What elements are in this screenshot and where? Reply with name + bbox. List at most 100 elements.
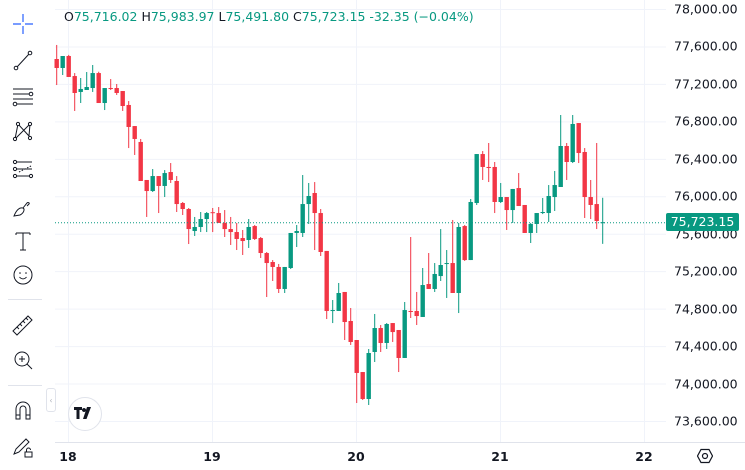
candle (588, 179, 593, 220)
settings-icon[interactable] (697, 448, 713, 464)
candle (102, 88, 107, 111)
candle-body (396, 329, 401, 358)
text-tool[interactable] (9, 227, 37, 255)
tradingview-logo-icon (74, 407, 91, 419)
brush-icon (13, 202, 30, 217)
candle (432, 263, 437, 292)
emoji-tool[interactable] (9, 261, 37, 289)
ruler-tool[interactable] (9, 311, 37, 339)
candle-body (594, 204, 599, 221)
candle-body (198, 219, 203, 227)
candle-body (462, 226, 467, 261)
candle-body (540, 212, 545, 214)
candle-body (516, 188, 521, 207)
candle (456, 222, 461, 314)
candle (270, 260, 275, 282)
candle-body (342, 291, 347, 323)
candle-body (120, 91, 125, 107)
candle-body (72, 76, 77, 93)
candle (486, 142, 491, 183)
ohlc-legend: O75,716.02 H75,983.97 L75,491.80 C75,723… (64, 9, 474, 24)
candle-body (498, 197, 503, 202)
candle-body (456, 226, 461, 293)
candle-body (54, 59, 59, 68)
forecast-tool[interactable] (9, 155, 37, 183)
candle-body (324, 250, 329, 311)
candle (558, 114, 563, 188)
candle-body (438, 265, 443, 277)
candle (234, 222, 239, 251)
close-label: C (293, 9, 302, 24)
candle (516, 173, 521, 207)
candle (66, 54, 71, 77)
candle (342, 291, 347, 341)
crosshair-tool[interactable] (9, 10, 37, 38)
candle (540, 197, 545, 215)
candle (306, 182, 311, 224)
candle (90, 64, 95, 92)
candle (318, 209, 323, 257)
pattern-tool[interactable] (9, 117, 37, 145)
candle (294, 225, 299, 248)
candle (426, 253, 431, 289)
candle (132, 126, 137, 155)
candle (156, 176, 161, 214)
candle (114, 84, 119, 95)
candle (546, 185, 551, 223)
candle-body (138, 141, 143, 182)
candle-body (66, 56, 71, 77)
candle-body (414, 310, 419, 317)
candle-body (132, 126, 137, 139)
candle-body (144, 179, 149, 192)
candle (84, 72, 89, 90)
y-tick-label: 77,600.00 (674, 38, 738, 54)
candle-body (534, 213, 539, 224)
candle-body (282, 266, 287, 289)
candle-body (186, 209, 191, 230)
candle-body (60, 56, 65, 68)
candle-body (576, 123, 581, 154)
candle (186, 207, 191, 245)
candle-body (222, 222, 227, 230)
fib-retracement-icon (12, 88, 34, 107)
candle (138, 138, 143, 182)
candle-body (378, 328, 383, 344)
tradingview-logo[interactable] (68, 397, 102, 431)
high-label: H (141, 9, 151, 24)
candle-body (588, 197, 593, 205)
y-tick-label: 74,800.00 (674, 301, 738, 317)
trend-line-tool[interactable] (9, 46, 37, 74)
candle (300, 175, 305, 238)
candle (396, 329, 401, 373)
collapse-toolbar-button[interactable]: ‹ (46, 388, 56, 412)
candle (366, 348, 371, 405)
candle-body (240, 238, 245, 242)
candle (498, 182, 503, 204)
brush-tool[interactable] (9, 193, 37, 221)
magnet-tool[interactable] (9, 396, 37, 424)
candle-body (552, 185, 557, 198)
candle-body (96, 73, 101, 104)
candle-body (582, 151, 587, 198)
candle-body (408, 310, 413, 313)
x-tick-label: 20 (347, 449, 365, 464)
candle (576, 123, 581, 164)
candle-body (216, 213, 221, 223)
lock-drawings-tool[interactable] (9, 433, 37, 461)
candle-body (180, 203, 185, 210)
candle (510, 188, 515, 223)
close-value: 75,723.15 (301, 9, 366, 24)
candle-body (270, 262, 275, 267)
fib-retracement-tool[interactable] (9, 82, 37, 110)
candle (390, 323, 395, 342)
candle-body (78, 88, 83, 92)
candle (264, 251, 269, 298)
zoom-in-icon (14, 351, 33, 370)
candle (474, 154, 479, 205)
zoom-in-tool[interactable] (9, 346, 37, 374)
y-tick-label: 74,000.00 (674, 376, 738, 392)
candle (492, 162, 497, 214)
candle-body (252, 226, 257, 239)
candle (288, 232, 293, 270)
